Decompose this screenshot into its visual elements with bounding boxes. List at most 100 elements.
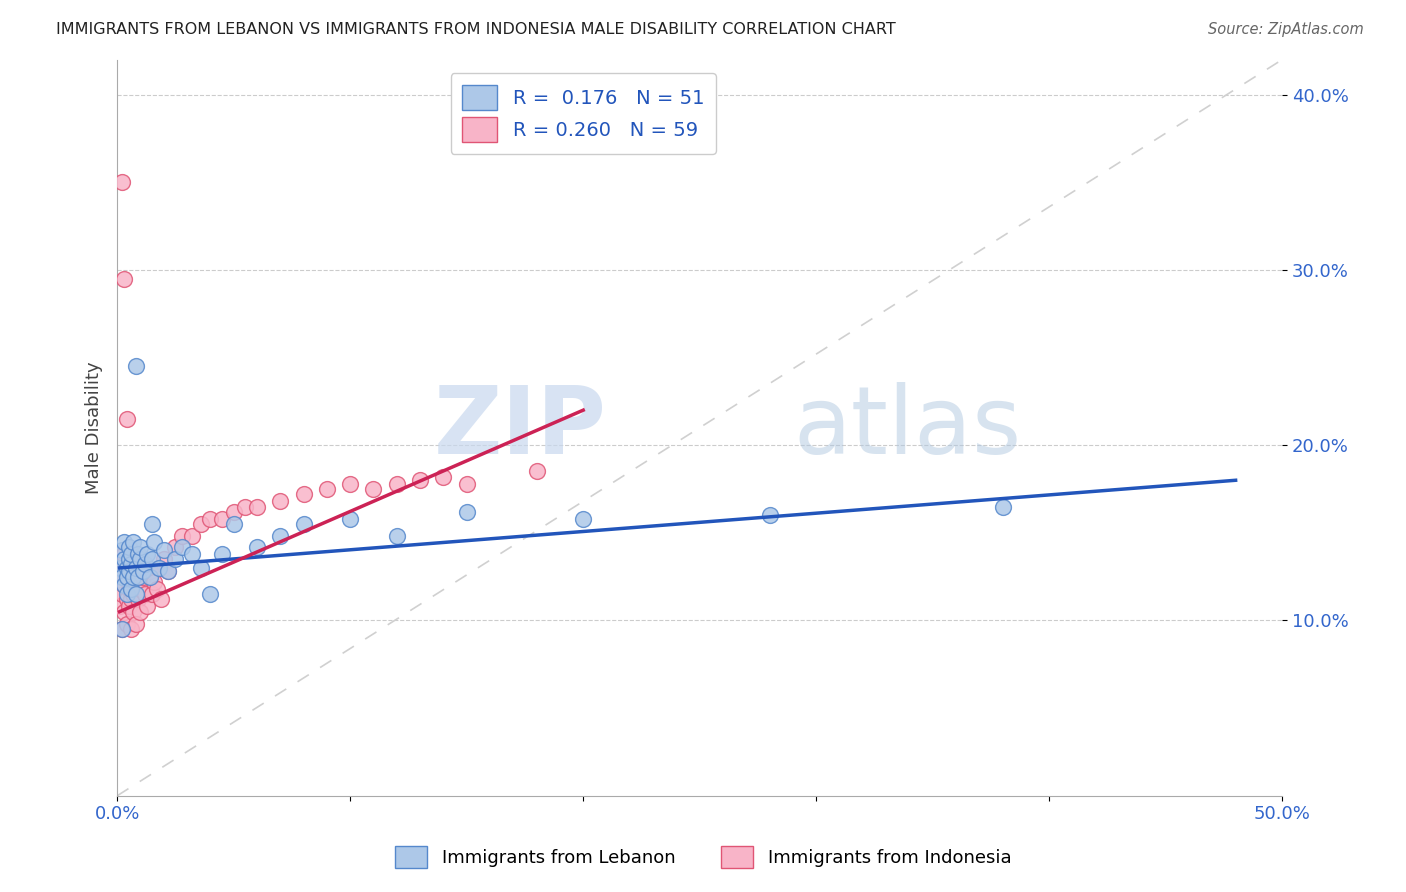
Point <box>222 505 245 519</box>
Point <box>385 476 408 491</box>
Text: IMMIGRANTS FROM LEBANON VS IMMIGRANTS FROM INDONESIA MALE DISABILITY CORRELATION: IMMIGRANTS FROM LEBANON VS IMMIGRANTS FR… <box>56 22 896 37</box>
Point <box>125 617 148 632</box>
Point <box>118 540 141 554</box>
Point <box>172 540 194 554</box>
Text: ZIP: ZIP <box>433 382 606 474</box>
Point <box>115 587 138 601</box>
Point <box>127 592 149 607</box>
Point <box>456 476 478 491</box>
Point <box>136 599 159 614</box>
Point <box>129 552 152 566</box>
Point <box>148 561 170 575</box>
Point <box>120 547 142 561</box>
Point <box>112 271 135 285</box>
Point <box>211 547 233 561</box>
Point <box>246 540 269 554</box>
Point <box>315 482 337 496</box>
Point <box>148 561 170 575</box>
Point <box>139 565 162 579</box>
Point <box>127 561 149 575</box>
Point <box>115 592 138 607</box>
Point <box>180 529 202 543</box>
Point <box>409 473 432 487</box>
Point <box>132 569 155 583</box>
Point <box>122 565 145 579</box>
Point <box>200 512 222 526</box>
Point <box>120 569 142 583</box>
Point <box>111 569 134 583</box>
Point <box>143 574 166 589</box>
Point <box>129 605 152 619</box>
Point <box>165 540 187 554</box>
Point <box>165 552 187 566</box>
Point <box>118 561 141 575</box>
Point <box>292 517 315 532</box>
Point <box>222 517 245 532</box>
Point <box>190 561 212 575</box>
Point <box>112 578 135 592</box>
Point <box>122 534 145 549</box>
Point <box>129 540 152 554</box>
Point <box>120 592 142 607</box>
Point <box>111 622 134 636</box>
Point <box>385 529 408 543</box>
Point <box>118 582 141 596</box>
Point <box>136 547 159 561</box>
Point <box>112 547 135 561</box>
Point <box>122 569 145 583</box>
Point <box>211 512 233 526</box>
Point <box>120 558 142 572</box>
Point <box>141 587 163 601</box>
Point <box>115 617 138 632</box>
Point <box>111 587 134 601</box>
Point <box>134 587 156 601</box>
Legend: Immigrants from Lebanon, Immigrants from Indonesia: Immigrants from Lebanon, Immigrants from… <box>384 835 1022 879</box>
Point <box>152 543 174 558</box>
Point <box>292 487 315 501</box>
Point <box>120 622 142 636</box>
Point <box>118 565 141 579</box>
Point <box>115 412 138 426</box>
Point <box>758 508 780 523</box>
Point <box>432 469 454 483</box>
Point <box>339 512 361 526</box>
Point <box>141 552 163 566</box>
Point <box>339 476 361 491</box>
Text: Source: ZipAtlas.com: Source: ZipAtlas.com <box>1208 22 1364 37</box>
Point <box>112 534 135 549</box>
Point <box>132 565 155 579</box>
Point <box>141 517 163 532</box>
Point <box>112 578 135 592</box>
Point <box>125 587 148 601</box>
Point <box>456 505 478 519</box>
Point <box>190 517 212 532</box>
Point <box>200 587 222 601</box>
Point <box>134 558 156 572</box>
Point <box>146 582 169 596</box>
Point <box>108 599 131 614</box>
Point <box>120 582 142 596</box>
Point <box>111 622 134 636</box>
Point <box>125 561 148 575</box>
Point <box>991 500 1014 514</box>
Point <box>115 569 138 583</box>
Point <box>115 569 138 583</box>
Point <box>108 561 131 575</box>
Point <box>115 561 138 575</box>
Point <box>139 569 162 583</box>
Point <box>111 543 134 558</box>
Point <box>172 529 194 543</box>
Point <box>143 534 166 549</box>
Point <box>112 605 135 619</box>
Point <box>157 565 180 579</box>
Point <box>118 552 141 566</box>
Point <box>150 592 173 607</box>
Point <box>112 552 135 566</box>
Point <box>157 565 180 579</box>
Point <box>127 569 149 583</box>
Point <box>572 512 595 526</box>
Point <box>122 587 145 601</box>
Point <box>246 500 269 514</box>
Legend: R =  0.176   N = 51, R = 0.260   N = 59: R = 0.176 N = 51, R = 0.260 N = 59 <box>450 73 716 154</box>
Y-axis label: Male Disability: Male Disability <box>86 361 103 494</box>
